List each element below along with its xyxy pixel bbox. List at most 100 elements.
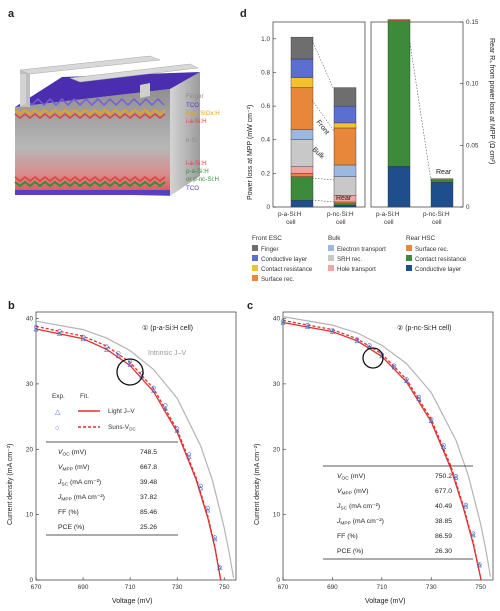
marker-suns-exp	[453, 473, 459, 479]
xlabel-c: Voltage (mV)	[365, 598, 405, 605]
y-tick-label: 0	[29, 577, 33, 584]
marker-suns-exp	[441, 443, 446, 448]
table-value: 86.59	[435, 533, 452, 540]
cell-side-face	[170, 72, 200, 196]
table-value: 25.26	[140, 524, 157, 531]
y-tick-label: 30	[273, 381, 281, 388]
x-tick-label: 710	[125, 584, 136, 591]
d-right-tick-label: 0.15	[466, 19, 479, 26]
table-param-label: JSC (mA cm⁻²)	[57, 479, 101, 488]
layer-label-tco-bottom: TCO	[186, 185, 199, 192]
marker-light-exp	[205, 507, 211, 513]
layer-label-i-a-si-top: i-a-Si:H	[186, 118, 207, 125]
marker-suns-exp	[33, 324, 39, 330]
table-param-label: VMPP (mV)	[58, 464, 90, 473]
legend-rear-title: Rear HSC	[406, 235, 436, 242]
legend-rear-contact-resistance: Contact resistance	[415, 256, 467, 263]
cat-right-2: p-nc-Si:H	[423, 211, 450, 218]
bar-segment	[387, 166, 411, 208]
cat-right-1: p-a-Si:H	[376, 211, 400, 218]
tco-bottom-layer	[15, 190, 170, 195]
legend-contact-resistance: Contact resistance	[261, 266, 313, 273]
y-tick-label: 40	[273, 316, 281, 323]
ylabel-left: Power loss at MPP (mW cm⁻²)	[247, 105, 254, 200]
bar-segment	[333, 201, 357, 204]
marker-suns-exp	[280, 319, 286, 324]
param-table-c: VOC (mV) 750.2 VMPP (mV) 677.0 JSC (mA cm⁻²)…	[323, 465, 473, 560]
marker-suns-exp	[416, 394, 421, 400]
marker-light-exp	[33, 326, 39, 332]
d-left-tick-label: 0.2	[261, 170, 270, 177]
x-tick-label: 750	[475, 584, 486, 591]
table-param-label: FF (%)	[337, 533, 358, 540]
panel-a-letter: a	[8, 8, 15, 20]
marker-light-exp	[186, 454, 192, 459]
legend-srh-rec: SRH rec.	[337, 256, 362, 263]
annot-rear-left: Rear	[336, 195, 352, 202]
marker-suns-exp	[330, 328, 335, 333]
marker-suns-exp	[186, 452, 192, 457]
marker-suns-exp	[163, 403, 168, 408]
legend-electron-transport: Electron transport	[337, 246, 386, 253]
bar-segment	[333, 127, 357, 166]
y-tick-label: 10	[26, 512, 34, 519]
legend-light-jv: Light J–V	[108, 408, 135, 415]
table-param-label: VMPP (mV)	[337, 488, 369, 497]
mpp-circle-b	[116, 358, 144, 386]
table-value: 38.85	[435, 518, 452, 525]
bar-segment	[290, 200, 314, 208]
layer-label-finger: Finger	[186, 93, 204, 100]
mpp-circle-c	[362, 347, 384, 369]
legend-circle-marker: ○	[55, 425, 59, 432]
marker-light-exp	[198, 485, 204, 491]
d-right-tick-label: 0	[466, 204, 470, 211]
bar-segment	[290, 166, 314, 174]
bar-segment	[387, 20, 411, 167]
layer-label-p-a-si: p-a-Si:H	[186, 168, 209, 175]
bar-segment	[333, 122, 357, 129]
panel-d-letter: d	[240, 8, 247, 20]
marker-suns-exp	[104, 344, 109, 349]
dotted-connectors	[311, 39, 432, 203]
bar-segment	[430, 182, 454, 208]
bar-segment	[290, 36, 314, 60]
plot-frame-c	[282, 311, 494, 581]
legend-exp: Exp.	[52, 393, 65, 400]
marker-suns-exp	[217, 564, 222, 570]
marker-light-exp	[80, 336, 86, 342]
bar-segment	[333, 176, 357, 196]
marker-suns-exp	[392, 363, 397, 368]
x-tick-label: 730	[426, 584, 437, 591]
curve-intrinsic-j-v	[35, 320, 235, 579]
y-tick-label: 0	[276, 577, 280, 584]
panel-b-letter: b	[8, 300, 15, 312]
plot-frame-left	[272, 21, 366, 208]
marker-suns-exp	[305, 322, 310, 328]
marker-suns-exp	[151, 385, 156, 390]
d-left-tick-label: 0.8	[261, 69, 270, 76]
ylabel-c: Current density (mA cm⁻²)	[254, 444, 261, 526]
panel-c-title: ② (p-nc-Si:H cell)	[397, 324, 452, 332]
d-right-tick-label: 0.10	[466, 81, 479, 88]
panel-a-solar-cell-diagram: Finger TCO n-nc-SiOx:H i-a-Si:H n-Si i-a…	[14, 55, 220, 196]
i-layer-zigzag-bottom	[14, 176, 166, 182]
d-right-tick-label: 0.05	[466, 142, 479, 149]
legend-finger: Finger	[261, 246, 279, 253]
legend-suns-voc: Suns-VOC	[108, 424, 136, 432]
tco-top-surface	[15, 72, 200, 107]
y-tick-label: 20	[26, 446, 34, 453]
marker-suns-exp	[116, 351, 121, 356]
marker-suns-exp	[175, 426, 180, 431]
x-tick-label: 670	[31, 584, 42, 591]
i-layer-zigzag-top	[14, 113, 166, 119]
cat-left-2b: cell	[336, 219, 346, 226]
marker-suns-exp	[471, 531, 476, 536]
table-value: 40.49	[435, 503, 452, 510]
bar-segment	[290, 77, 314, 88]
ylabel-right: Rear Rₛ from power loss at MPP (Ω cm²)	[488, 38, 495, 164]
panel-d-power-loss-chart: 0 0.2 0.4 0.6 0.8 1.0 0 0.05 0.10 0.15 Front Bul…	[247, 19, 495, 283]
x-tick-label: 750	[219, 584, 230, 591]
layer-label-tco-top: TCO	[186, 102, 199, 109]
curve-suns-voc	[35, 325, 222, 581]
x-tick-label: 690	[327, 584, 338, 591]
